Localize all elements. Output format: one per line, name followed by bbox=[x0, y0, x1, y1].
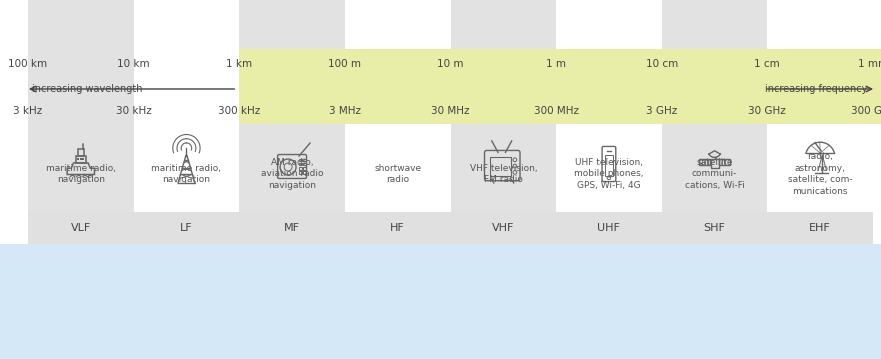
Bar bbox=[299, 172, 301, 174]
Bar bbox=[240, 0, 344, 212]
Text: 100 km: 100 km bbox=[9, 59, 48, 69]
Bar bbox=[344, 0, 450, 212]
Text: EHF: EHF bbox=[810, 223, 831, 233]
Text: 1 mm: 1 mm bbox=[858, 59, 881, 69]
Text: 10 km: 10 km bbox=[117, 59, 150, 69]
Bar bbox=[556, 0, 662, 212]
Bar bbox=[303, 163, 306, 165]
Text: UHF: UHF bbox=[597, 223, 620, 233]
Text: SHF: SHF bbox=[704, 223, 725, 233]
Text: VHF: VHF bbox=[492, 223, 515, 233]
Text: satellite
communi-
cations, Wi-Fi: satellite communi- cations, Wi-Fi bbox=[685, 158, 744, 190]
Text: 300 kHz: 300 kHz bbox=[218, 106, 261, 116]
Bar bbox=[303, 168, 306, 170]
Text: 30 MHz: 30 MHz bbox=[432, 106, 470, 116]
Text: 1 m: 1 m bbox=[546, 59, 566, 69]
Text: 300 GHz: 300 GHz bbox=[851, 106, 881, 116]
Bar bbox=[0, 244, 881, 359]
Text: 10 cm: 10 cm bbox=[646, 59, 677, 69]
Bar bbox=[303, 172, 306, 174]
Text: increasing frequency: increasing frequency bbox=[766, 84, 868, 94]
Bar bbox=[134, 0, 240, 212]
Bar bbox=[28, 212, 873, 244]
Text: 1 cm: 1 cm bbox=[754, 59, 781, 69]
Text: LF: LF bbox=[180, 223, 193, 233]
Bar bbox=[490, 157, 511, 176]
Bar bbox=[299, 168, 301, 170]
Text: maritime radio,
navigation: maritime radio, navigation bbox=[46, 164, 115, 185]
Bar bbox=[711, 159, 719, 168]
Text: 100 m: 100 m bbox=[329, 59, 361, 69]
Text: AM radio,
aviation radio
navigation: AM radio, aviation radio navigation bbox=[261, 158, 323, 190]
Text: 3 kHz: 3 kHz bbox=[13, 106, 42, 116]
Text: VHF television,
FM radio: VHF television, FM radio bbox=[470, 164, 537, 185]
Text: HF: HF bbox=[390, 223, 405, 233]
Text: 10 m: 10 m bbox=[437, 59, 463, 69]
Text: VLF: VLF bbox=[70, 223, 91, 233]
Text: increasing wavelength: increasing wavelength bbox=[32, 84, 143, 94]
Bar bbox=[299, 163, 301, 165]
Bar bbox=[240, 49, 881, 124]
Text: 30 GHz: 30 GHz bbox=[749, 106, 786, 116]
Bar bbox=[700, 159, 710, 165]
Text: 30 kHz: 30 kHz bbox=[115, 106, 152, 116]
Text: maritime radio,
navigation: maritime radio, navigation bbox=[152, 164, 221, 185]
Bar bbox=[719, 159, 729, 165]
Bar bbox=[299, 159, 301, 161]
Text: UHF television,
mobile phones,
GPS, Wi-Fi, 4G: UHF television, mobile phones, GPS, Wi-F… bbox=[574, 158, 644, 190]
Text: radio,
astronomy,
satellite, com-
munications: radio, astronomy, satellite, com- munica… bbox=[788, 152, 853, 196]
Bar bbox=[303, 159, 306, 161]
Bar bbox=[605, 155, 612, 176]
Text: shortwave
radio: shortwave radio bbox=[374, 164, 421, 185]
Text: 3 GHz: 3 GHz bbox=[646, 106, 677, 116]
Text: 1 km: 1 km bbox=[226, 59, 252, 69]
Text: 3 MHz: 3 MHz bbox=[329, 106, 361, 116]
Text: MF: MF bbox=[284, 223, 300, 233]
Bar bbox=[28, 0, 134, 212]
Bar bbox=[662, 0, 767, 212]
Bar bbox=[767, 0, 873, 212]
Bar bbox=[450, 0, 556, 212]
Text: 300 MHz: 300 MHz bbox=[534, 106, 579, 116]
